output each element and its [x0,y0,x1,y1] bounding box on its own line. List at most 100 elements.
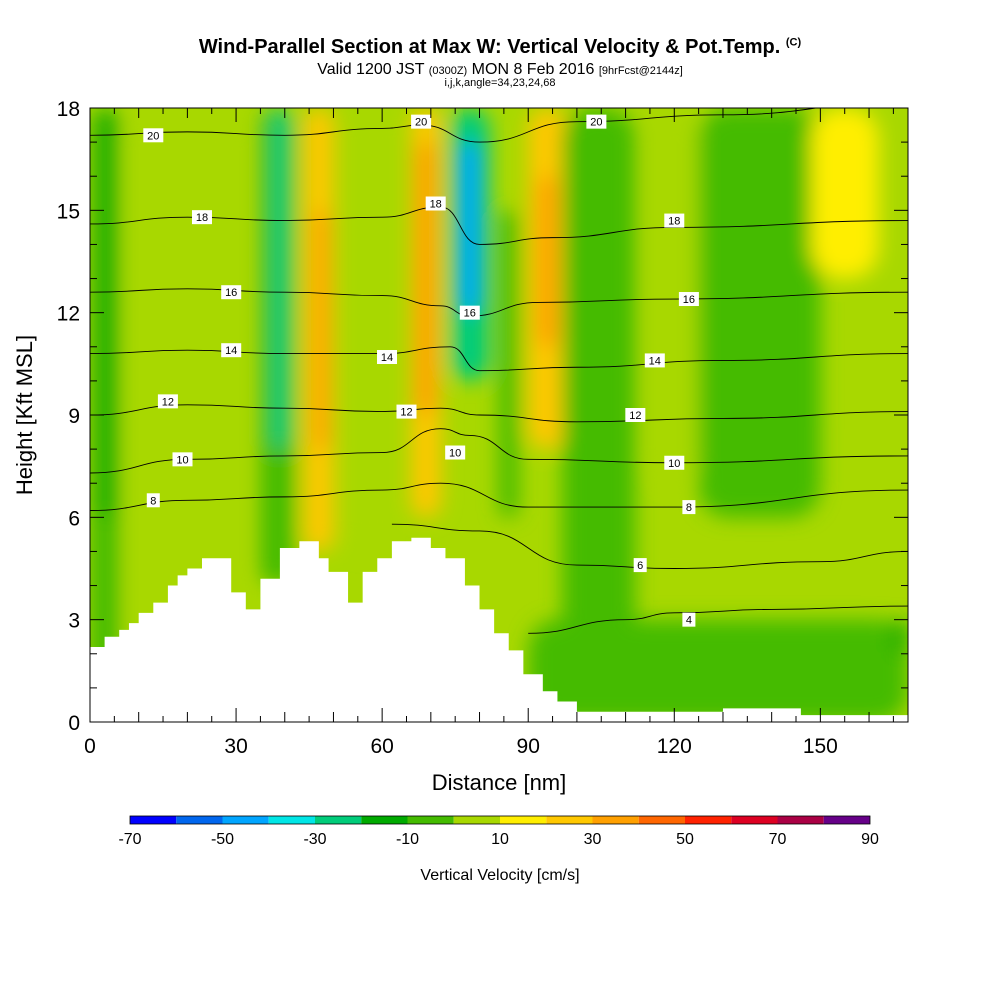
contour-label-box [221,343,242,358]
colorbar-swatch [453,816,500,824]
chart-title: Wind-Parallel Section at Max W: Vertical… [0,36,1000,59]
y-tick-label: 0 [68,712,80,735]
contour-label-box [586,114,607,129]
contour-label: 16 [464,308,476,320]
velocity-cell [771,244,821,450]
contour-label: 14 [225,345,237,357]
contour-label: 12 [162,396,174,408]
colorbar: -70 -50 -30 -10 10 30 50 70 90 [118,815,879,848]
x-axis-label: Distance [nm] [432,770,567,795]
contour-label: 8 [686,502,692,514]
contour-label: 20 [415,117,427,129]
velocity-cell [562,108,636,722]
contour-label-box [445,445,466,460]
contour-label-box [146,493,160,508]
colorbar-swatch [500,816,547,824]
x-tick-label: 30 [224,735,247,758]
y-tick-label: 9 [68,405,80,428]
x-tick-label: 90 [517,735,540,758]
colorbar-swatch [176,816,223,824]
chart-subline: i,j,k,angle=34,23,24,68 [444,77,556,89]
y-tick-label: 15 [57,200,80,223]
subtitle-utc: (0300Z) [428,65,468,77]
plot-area: 20 20 20 18 18 18 16 16 16 14 14 14 12 12 12 10 10 10 8 8 6 4 [90,108,908,722]
contour-label-box [664,213,685,228]
contour-label: 14 [649,355,661,367]
velocity-cell [649,108,699,484]
colorbar-swatch [592,816,639,824]
y-tick-label: 6 [68,507,80,530]
contour-label-box [625,408,646,422]
chart-title-text: Wind-Parallel Section at Max W: Vertical… [198,36,781,58]
colorbar-tick-label: 90 [861,831,879,848]
colorbar-swatch [361,816,408,824]
x-tick-label: 120 [657,735,692,758]
y-tick-label: 12 [57,303,80,326]
contour-label: 10 [449,448,461,460]
velocity-cell [893,619,908,654]
contour-label-box [682,500,696,515]
colorbar-swatch [130,816,177,824]
y-axis-label: Height [Kft MSL] [12,335,37,495]
contour-label: 6 [637,560,643,572]
x-tick-label: 60 [370,735,393,758]
contour-label-box [411,114,432,129]
colorbar-tick-label: 50 [676,831,694,848]
contour-label-box [191,210,212,225]
y-tick-label: 18 [57,98,80,121]
contour-label: 12 [629,410,641,422]
contour-label-box [425,196,446,211]
velocity-cell [537,176,558,347]
colorbar-tick-label: -30 [303,831,326,848]
colorbar-swatch [546,816,593,824]
colorbar-swatch [315,816,362,824]
subtitle-forecast: [9hrFcst@2144z] [598,65,683,77]
x-tick-label: 0 [84,735,96,758]
contour-label: 12 [400,407,412,419]
contour-label: 8 [150,495,156,507]
contour-label: 16 [225,287,237,299]
contour-label: 10 [668,458,680,470]
velocity-cell [138,108,227,415]
velocity-cell [416,142,436,415]
velocity-cell [270,108,290,450]
contour-labels: 20 20 20 18 18 18 16 16 16 14 14 14 12 12 12 10 10 10 8 8 6 4 [143,114,699,627]
colorbar-tick-label: -10 [396,831,419,848]
contour-label: 16 [683,294,695,306]
contour-label: 18 [430,199,442,211]
colorbar-tick-label: -70 [118,831,141,848]
subtitle-date: MON 8 Feb 2016 [471,61,595,78]
colorbar-tick-label: -50 [211,831,234,848]
colorbar-swatch [777,816,824,824]
contour-label-box [459,305,480,320]
subtitle-valid: Valid 1200 JST [317,61,425,78]
contour-label-box [682,612,696,627]
velocity-cell [313,210,329,450]
colorbar-swatch [731,816,778,824]
contour-label-box [396,404,417,419]
contour-label-box [157,394,178,409]
axis-tick-labels: 0 30 60 90 120 150 0 3 6 9 12 15 18 [57,98,838,758]
velocity-cell [499,210,519,518]
colorbar-swatch [823,816,870,824]
colorbar-swatch [407,816,454,824]
theta-contour-12 [90,404,908,423]
colorbar-frame [129,815,871,825]
colorbar-tick-label: 10 [491,831,509,848]
theta-contours [90,108,908,634]
colorbar-swatch [638,816,685,824]
x-tick-label: 150 [803,735,838,758]
y-tick-label: 3 [68,610,80,633]
colorbar-swatch [268,816,315,824]
terrain [90,537,908,722]
velocity-cell [810,108,879,279]
velocity-cell [348,108,383,552]
velocity-cell [460,142,480,313]
contour-label-box [221,285,242,300]
colorbar-swatch [222,816,269,824]
copyright-mark: (C) [785,36,802,49]
contour-label: 20 [147,130,159,142]
theta-contour-6 [391,523,908,569]
contour-label-box [678,292,699,307]
